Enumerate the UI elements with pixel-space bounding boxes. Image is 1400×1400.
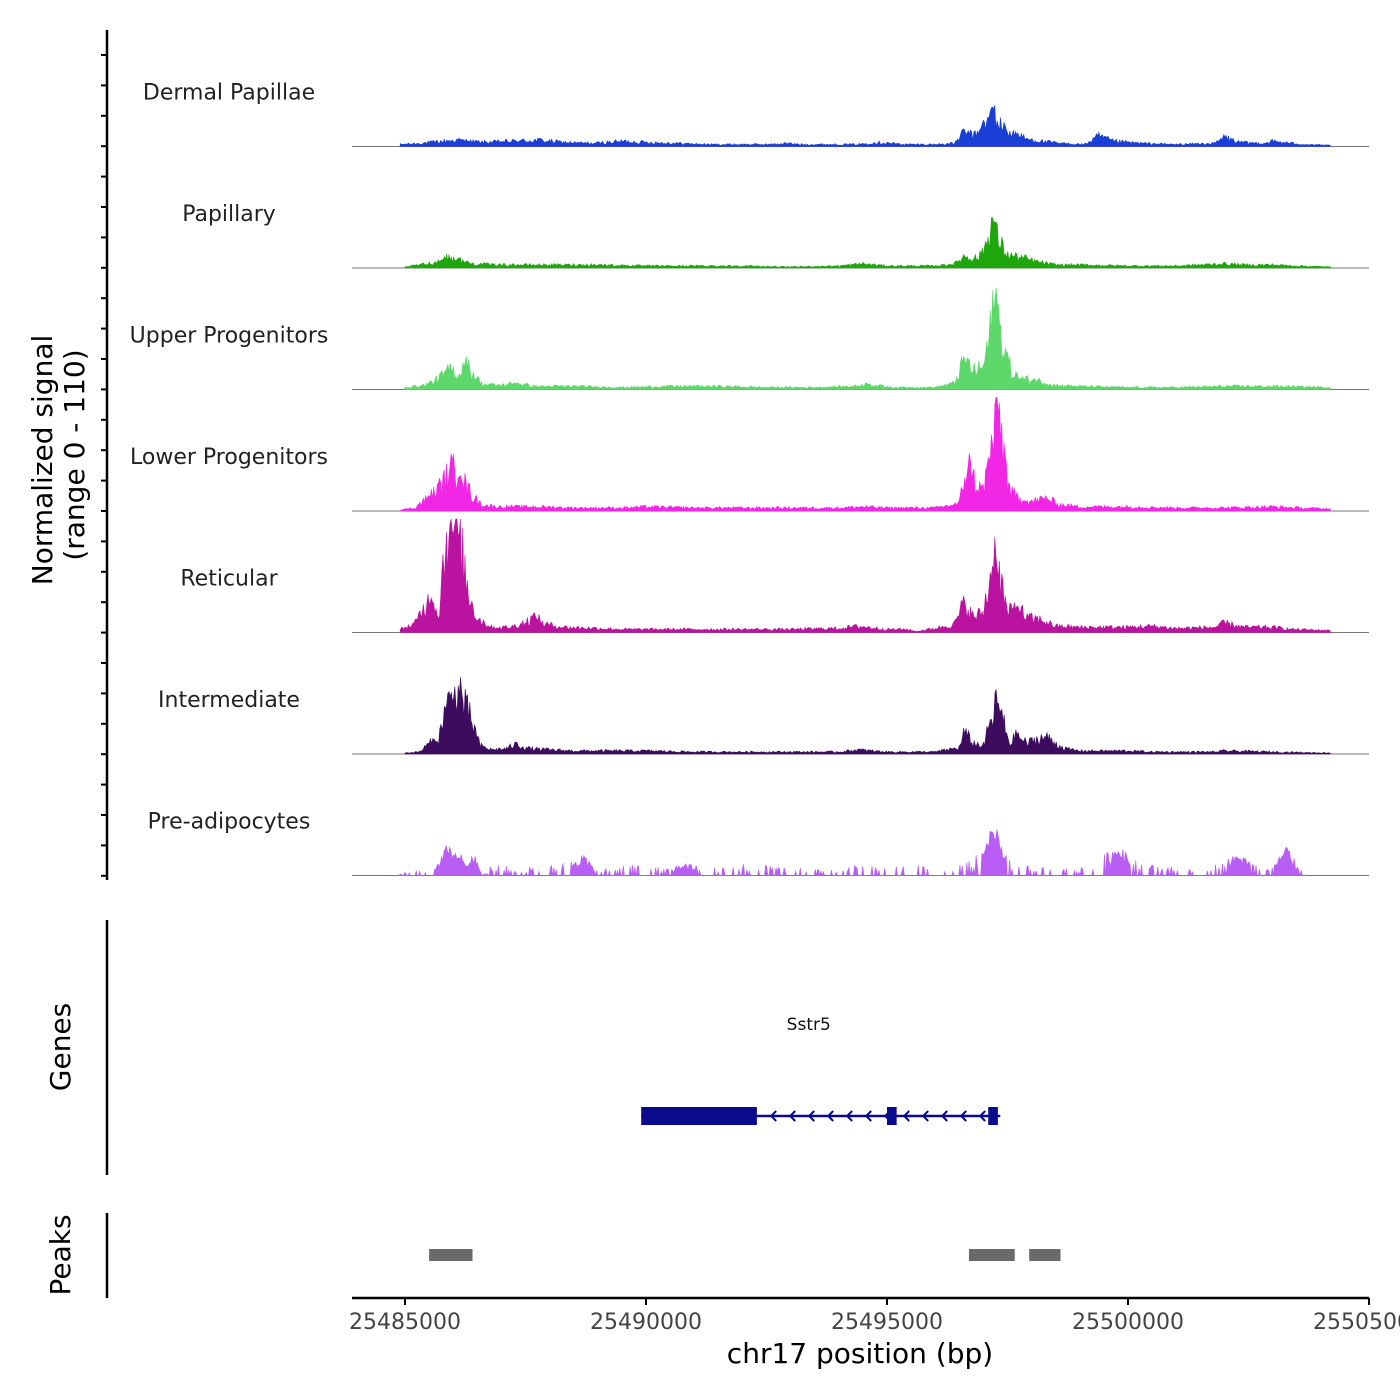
strand-arrow xyxy=(788,1110,796,1122)
x-tick-label: 25505000 xyxy=(1313,1310,1400,1335)
gene-sstr5: Sstr5 xyxy=(641,1015,1001,1125)
coverage-y-ticks xyxy=(101,54,107,877)
track-upper-progenitors: Upper Progenitors xyxy=(130,287,1369,390)
strand-arrow xyxy=(902,1110,910,1122)
peak-region xyxy=(1029,1249,1061,1261)
genes-panel: Sstr5 xyxy=(641,1015,1001,1125)
track-label: Reticular xyxy=(180,567,278,592)
track-label: Lower Progenitors xyxy=(130,445,328,470)
gene-exon xyxy=(641,1107,757,1125)
track-lower-progenitors: Lower Progenitors xyxy=(130,397,1369,512)
coverage-area xyxy=(404,216,1331,269)
coverage-area xyxy=(399,105,1331,147)
x-tick-label: 25485000 xyxy=(349,1310,461,1335)
peaks-panel-label: Peaks xyxy=(44,1214,77,1295)
x-axis-ticks: 25485000 25490000 25495000 25500000 25505000 xyxy=(349,1298,1400,1335)
strand-arrow xyxy=(826,1110,834,1122)
strand-arrow xyxy=(921,1110,929,1122)
genes-panel-label: Genes xyxy=(44,1003,77,1091)
track-reticular: Reticular xyxy=(180,518,1369,633)
strand-arrow xyxy=(978,1110,986,1122)
strand-arrow xyxy=(845,1110,853,1122)
peak-region xyxy=(968,1249,1015,1261)
strand-arrow xyxy=(864,1110,872,1122)
peaks-panel xyxy=(429,1249,1061,1261)
track-label: Upper Progenitors xyxy=(130,324,329,349)
track-intermediate: Intermediate xyxy=(158,677,1369,755)
x-tick-label: 25490000 xyxy=(590,1310,702,1335)
track-label: Pre-adipocytes xyxy=(148,810,311,835)
coverage-area xyxy=(404,287,1331,390)
y-axis-title: Normalized signal xyxy=(26,335,59,586)
coverage-area xyxy=(395,829,1307,877)
track-papillary: Papillary xyxy=(182,202,1369,269)
strand-arrow xyxy=(807,1110,815,1122)
strand-arrow xyxy=(769,1110,777,1122)
coverage-area xyxy=(399,518,1331,633)
track-label: Intermediate xyxy=(158,688,300,713)
track-pre-adipocytes: Pre-adipocytes xyxy=(148,810,1369,877)
gene-exon xyxy=(887,1107,897,1125)
coverage-tracks: Dermal Papillae Papillary Upper Progenitor… xyxy=(130,81,1369,877)
coverage-area xyxy=(399,397,1331,512)
x-tick-label: 25495000 xyxy=(831,1310,943,1335)
peak-region xyxy=(429,1249,473,1261)
coverage-area xyxy=(404,677,1331,755)
gene-name-label: Sstr5 xyxy=(787,1015,831,1035)
track-label: Papillary xyxy=(182,202,276,227)
x-tick-label: 25500000 xyxy=(1072,1310,1184,1335)
strand-arrow xyxy=(940,1110,948,1122)
track-label: Dermal Papillae xyxy=(143,81,315,106)
strand-arrow xyxy=(959,1110,967,1122)
track-dermal-papillae: Dermal Papillae xyxy=(143,81,1369,147)
gene-exon xyxy=(988,1107,998,1125)
y-axis-title-range: (range 0 - 110) xyxy=(58,349,91,560)
x-axis-title: chr17 position (bp) xyxy=(727,1337,993,1370)
